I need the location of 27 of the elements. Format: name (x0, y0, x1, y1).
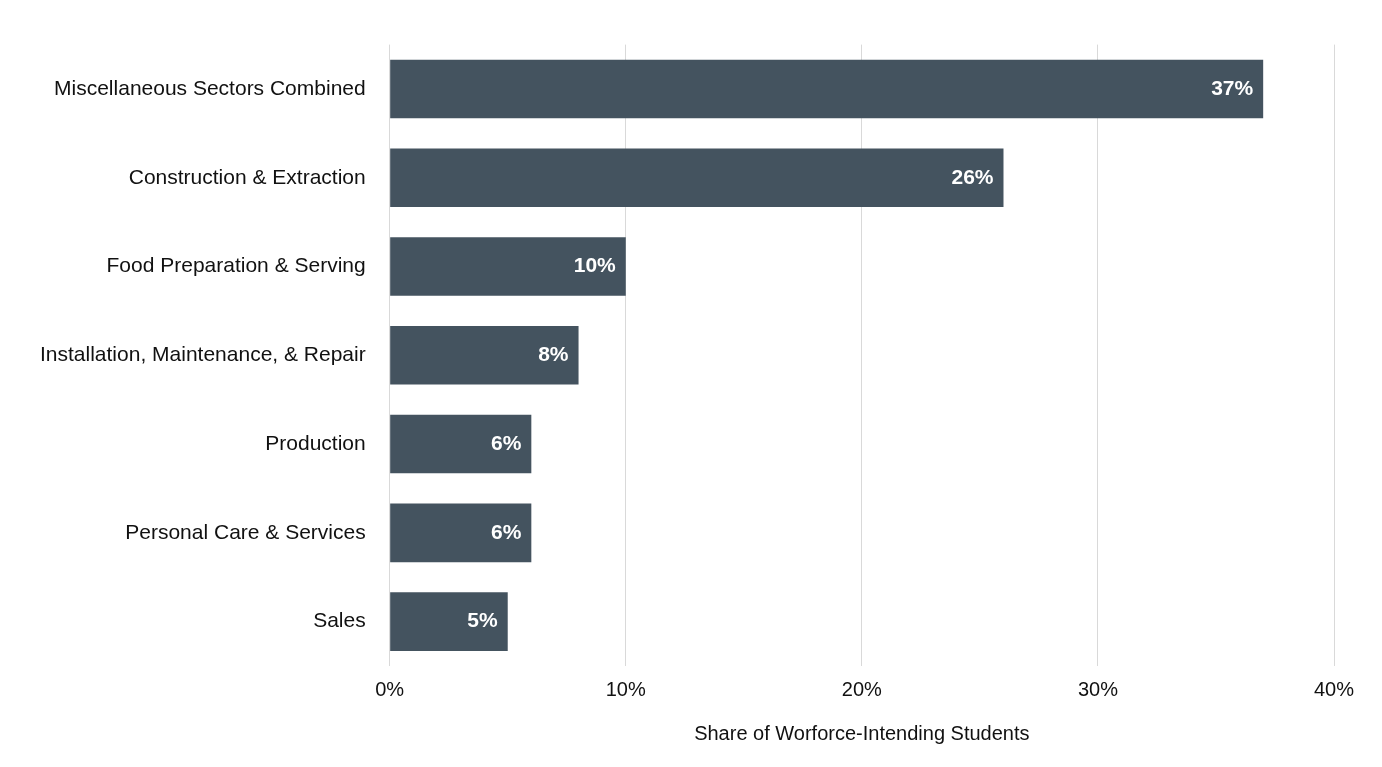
y-tick-label: Food Preparation & Serving (106, 253, 366, 277)
bar (390, 503, 532, 563)
y-tick-label: Installation, Maintenance, & Repair (40, 342, 366, 366)
y-tick-label: Sales (313, 608, 366, 632)
bar (390, 414, 532, 474)
bar (390, 148, 1004, 208)
data-label: 5% (467, 608, 499, 632)
y-tick-label: Personal Care & Services (125, 519, 366, 543)
data-label: 6% (490, 430, 522, 454)
y-tick-label: Production (265, 430, 366, 454)
bar (390, 237, 626, 296)
data-label: 37% (1211, 75, 1254, 99)
data-label: 6% (490, 519, 522, 543)
y-tick-label: Miscellaneous Sectors Combined (54, 75, 366, 99)
data-label: 26% (951, 164, 994, 188)
data-label: 8% (538, 342, 569, 366)
bar (390, 592, 508, 651)
x-axis-title: Share of Worforce-Intending Students (694, 721, 1030, 744)
x-tick-label: 10% (605, 677, 646, 700)
bar (390, 326, 579, 385)
x-tick-label: 40% (1313, 677, 1355, 700)
bar (390, 59, 1264, 119)
y-tick-label: Construction & Extraction (128, 164, 366, 188)
x-tick-label: 20% (841, 677, 883, 700)
x-tick-label: 30% (1077, 677, 1119, 700)
x-tick-label: 0% (375, 677, 405, 700)
data-label: 10% (573, 253, 617, 277)
